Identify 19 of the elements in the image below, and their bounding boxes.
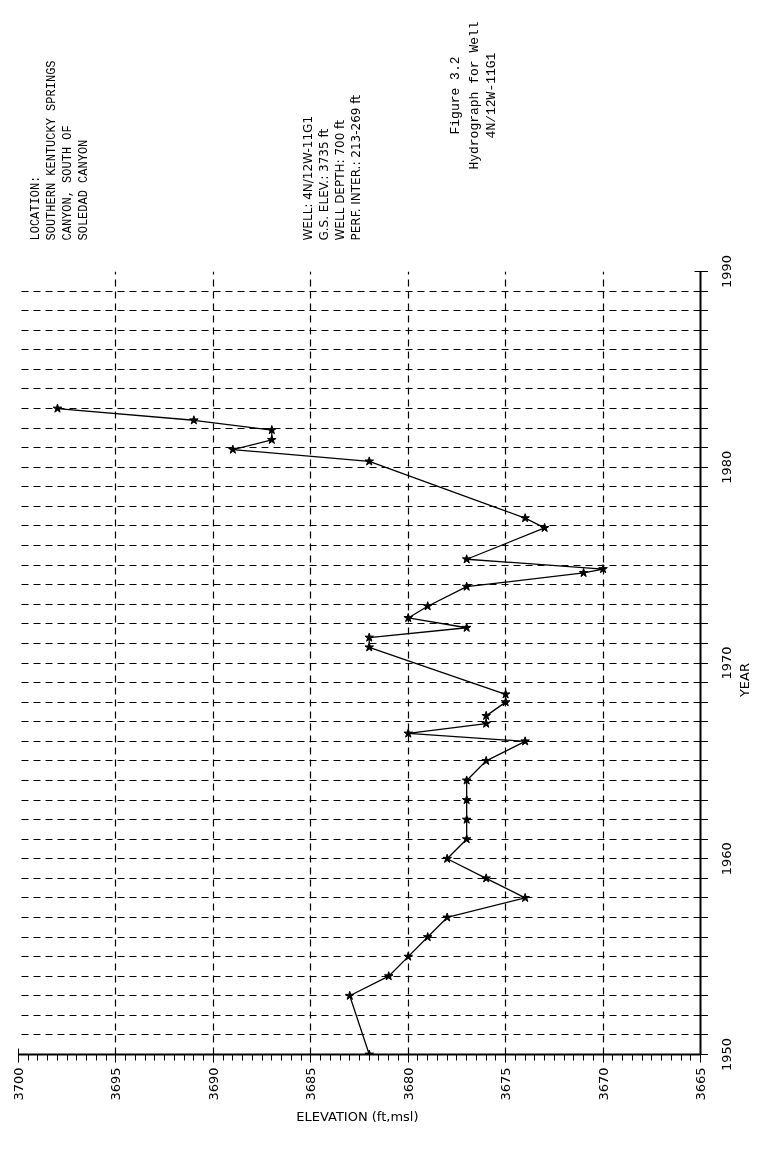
x-tick-label: 3700 — [11, 1067, 26, 1101]
x-tick-label: 3665 — [693, 1067, 708, 1101]
x-tick-label: 3695 — [108, 1067, 124, 1101]
y-tick-label: 1950 — [719, 1037, 734, 1072]
text: LOCATION: SOUTHERN KENTUCKY SPRINGS CANYON, SOUTH OF SOLEDAD CANYON — [28, 60, 91, 241]
y-tick-label: 1960 — [719, 842, 734, 876]
x-tick-label: 3680 — [400, 1067, 416, 1101]
y-tick-label: 1990 — [719, 254, 734, 289]
chart-title: Figure 3.2 — [447, 56, 463, 135]
x-tick-label: 3670 — [595, 1067, 611, 1101]
x-tick-label: 3685 — [303, 1067, 319, 1101]
y-tick-label: 1970 — [719, 646, 734, 680]
x-tick-label: 3690 — [205, 1067, 221, 1101]
x-axis-title: ELEVATION (ft,msl) — [296, 1108, 419, 1124]
y-tick-label: 1980 — [719, 450, 734, 484]
chart-subtitle: Hydrograph for Well 4N/12W-11G1 — [466, 21, 499, 170]
x-tick-label: 3675 — [498, 1067, 514, 1101]
y-axis-title: YEAR — [737, 662, 752, 699]
text: WELL: 4N/12W-11G1 G.S. ELEV.: 3735 ft WELL DEPTH: 700 ft PERF. INTER.: 213-269 ft — [300, 94, 363, 241]
